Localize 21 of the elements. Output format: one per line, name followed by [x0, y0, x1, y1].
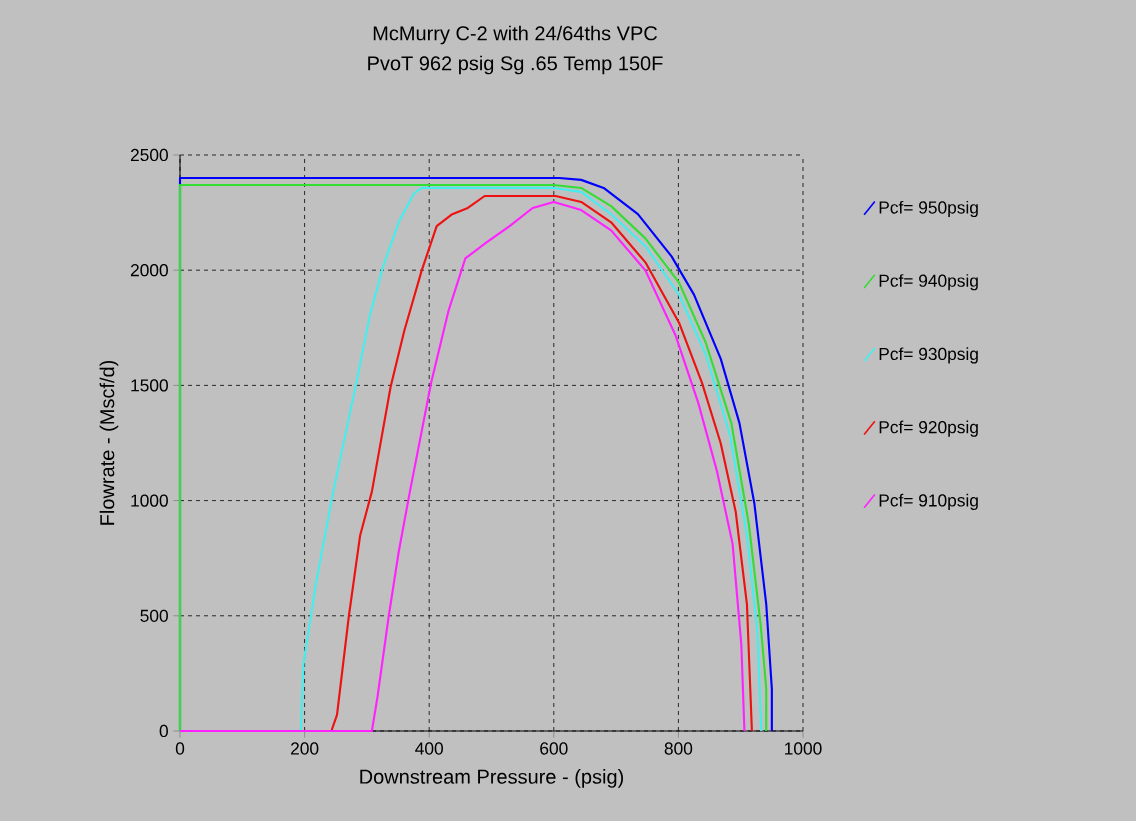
x-tick-label: 200 — [291, 742, 319, 755]
y-tick-label: 2000 — [130, 264, 168, 277]
x-tick-label: 0 — [175, 742, 185, 755]
x-tick-label: 400 — [415, 742, 443, 755]
y-tick-label: 2500 — [130, 148, 168, 162]
legend-label: Pcf= 940psig — [879, 274, 978, 291]
legend-label: Pcf= 910psig — [879, 493, 978, 510]
y-tick-label: 0 — [159, 724, 168, 738]
y-axis-title: Flowrate - (Mscf/d) — [99, 360, 119, 525]
x-tick-label: 600 — [540, 742, 568, 755]
chart-subtitle: PvoT 962 psig Sg .65 Temp 150F — [368, 55, 663, 75]
x-tick-label: 1000 — [785, 742, 822, 755]
legend-label: Pcf= 920psig — [879, 420, 978, 437]
x-axis-title: Downstream Pressure - (psig) — [360, 769, 624, 788]
y-tick-label: 500 — [140, 609, 168, 622]
y-tick-label: 1500 — [131, 379, 168, 392]
y-tick-label: 1000 — [131, 494, 168, 507]
x-tick-label: 800 — [664, 742, 693, 755]
legend-label: Pcf= 930psig — [879, 347, 978, 364]
legend-label: Pcf= 950psig — [879, 200, 978, 218]
chart-title: McMurry C-2 with 24/64ths VPC — [373, 25, 658, 45]
